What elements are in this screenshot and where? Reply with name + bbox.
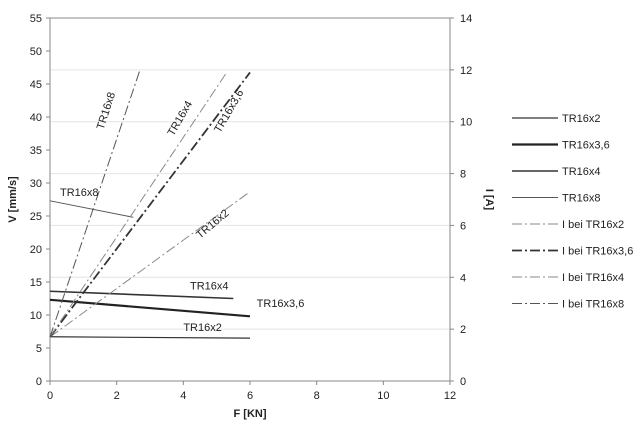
series-line-1 (49, 298, 251, 318)
legend-entry-1: TR16x3,6 (562, 140, 610, 152)
series-line-3 (49, 200, 134, 218)
legend-entry-3: TR16x8 (562, 193, 601, 205)
y-right-tick-label: 14 (460, 13, 472, 25)
legend-entry-7: I bei TR16x8 (562, 299, 624, 311)
series-label-1: TR16x3,6 (257, 298, 305, 310)
x-tick-label: 0 (47, 390, 53, 402)
y-left-tick-label: 45 (30, 79, 42, 91)
series-line-2 (49, 290, 234, 300)
y-left-tick-label: 5 (36, 343, 42, 355)
series-label-0: TR16x2 (183, 322, 222, 334)
x-tick-label: 12 (444, 390, 456, 402)
series-label-5: TR16x3,6 (212, 88, 246, 135)
y-right-tick-label: 8 (460, 169, 466, 181)
series-line-7 (49, 69, 141, 338)
x-tick-label: 4 (180, 390, 186, 402)
series-label-3: TR16x8 (60, 187, 99, 199)
legend-entry-5: I bei TR16x3,6 (562, 246, 633, 258)
y-left-tick-label: 30 (30, 178, 42, 190)
x-tick-label: 6 (247, 390, 253, 402)
series-label-4: TR16x2 (194, 207, 231, 241)
legend-entry-6: I bei TR16x4 (562, 272, 624, 284)
legend-entry-0: TR16x2 (562, 113, 601, 125)
y-left-tick-label: 25 (30, 211, 42, 223)
y-right-tick-label: 6 (460, 220, 466, 232)
series-lines (49, 69, 251, 339)
legend: TR16x2 TR16x3,6 TR16x4 TR16x8 I bei TR16x2 I … (512, 113, 633, 311)
y-left-tick-label: 35 (30, 145, 42, 157)
x-tick-label: 2 (114, 390, 120, 402)
y-left-tick-label: 15 (30, 277, 42, 289)
series-line-6 (49, 72, 228, 338)
y-axis-right-label: I [A] (483, 189, 495, 211)
y-left-tick-label: 50 (30, 46, 42, 58)
y-right-tick-label: 2 (460, 324, 466, 336)
series-line-5 (49, 71, 251, 338)
series-line-4 (49, 191, 251, 338)
axes: 0 2 4 6 8 10 12 0 5 10 15 20 25 30 35 40 45 50 55 0 2 4 6 8 10 12… (30, 13, 473, 402)
y-axis-left-label: V [mm/s] (7, 176, 19, 223)
x-tick-label: 8 (314, 390, 320, 402)
grid (50, 17, 450, 382)
y-right-tick-label: 10 (460, 117, 472, 129)
x-tick-label: 10 (377, 390, 389, 402)
y-left-tick-label: 55 (30, 13, 42, 25)
series-label-2: TR16x4 (190, 280, 229, 292)
legend-entry-2: TR16x4 (562, 166, 601, 178)
y-right-tick-label: 0 (460, 376, 466, 388)
y-right-tick-label: 4 (460, 272, 466, 284)
y-left-tick-label: 40 (30, 112, 42, 124)
series-line-0 (49, 336, 251, 339)
series-label-7: TR16x8 (95, 91, 118, 131)
y-left-tick-label: 20 (30, 244, 42, 256)
y-left-tick-label: 0 (36, 376, 42, 388)
series-label-6: TR16x4 (166, 99, 196, 138)
legend-entry-4: I bei TR16x2 (562, 219, 624, 231)
y-right-tick-label: 12 (460, 65, 472, 77)
y-left-tick-label: 10 (30, 310, 42, 322)
x-axis-label: F [KN] (234, 408, 267, 420)
